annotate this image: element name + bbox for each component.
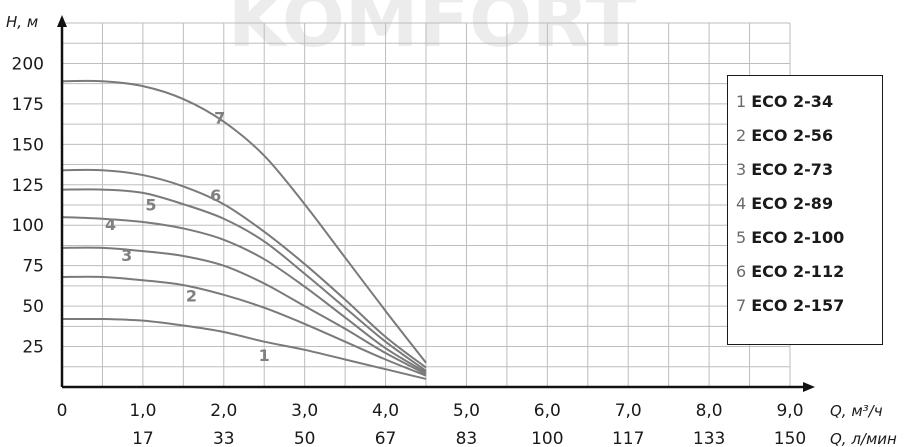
curve-5 bbox=[61, 188, 427, 372]
y-axis-arrow bbox=[57, 15, 67, 27]
x-tick-label: 9,0 bbox=[776, 401, 803, 421]
x-tick-label-secondary: 67 bbox=[375, 429, 397, 447]
curve-label-1: 1 bbox=[259, 346, 270, 365]
watermark: KOMFORT bbox=[228, 0, 637, 64]
x-tick-label: 3,0 bbox=[291, 401, 318, 421]
curve-label-5: 5 bbox=[145, 196, 156, 215]
x-tick-label: 2,0 bbox=[210, 401, 237, 421]
legend-item: 7 ECO 2-157 bbox=[736, 289, 882, 323]
curve-number-labels: 1 2 34 5 6 7 bbox=[105, 108, 270, 365]
x-tick-label: 0 bbox=[57, 401, 68, 421]
legend-number: 3 bbox=[736, 160, 747, 179]
x-tick-label-secondary: 33 bbox=[213, 429, 235, 447]
x-tick-label: 5,0 bbox=[453, 401, 480, 421]
y-tick-label: 75 bbox=[22, 257, 44, 277]
axes bbox=[57, 15, 815, 392]
legend-item: 6 ECO 2-112 bbox=[736, 255, 882, 289]
x-tick-label-secondary: 150 bbox=[774, 429, 806, 447]
legend-number: 7 bbox=[736, 296, 747, 315]
legend-series-name: ECO 2-89 bbox=[751, 194, 834, 213]
x-axis-title-primary: Q, м³/ч bbox=[830, 402, 883, 420]
y-tick-label: 100 bbox=[12, 216, 44, 236]
x-tick-label: 4,0 bbox=[372, 401, 399, 421]
x-tick-label-secondary: 117 bbox=[612, 429, 644, 447]
curve-7 bbox=[61, 79, 427, 364]
y-tick-label: 25 bbox=[22, 338, 44, 358]
legend: 1 ECO 2-34 2 ECO 2-56 3 ECO 2-73 4 ECO 2-89 5 ECO… bbox=[727, 75, 883, 345]
legend-series-name: ECO 2-112 bbox=[751, 262, 845, 281]
y-tick-label: 50 bbox=[22, 297, 44, 317]
y-tick-label: 150 bbox=[12, 135, 44, 155]
curve-label-6: 6 bbox=[210, 186, 221, 205]
curves bbox=[61, 79, 427, 380]
curve-6 bbox=[61, 168, 427, 369]
x-tick-label-secondary: 83 bbox=[456, 429, 478, 447]
y-axis-title: H, м bbox=[6, 13, 38, 31]
x-axis-arrow bbox=[803, 382, 815, 392]
x-tick-label-secondary: 50 bbox=[294, 429, 316, 447]
legend-series-name: ECO 2-157 bbox=[751, 296, 845, 315]
legend-number: 5 bbox=[736, 228, 747, 247]
curve-label-4: 4 bbox=[105, 215, 116, 234]
y-tick-label: 200 bbox=[12, 54, 44, 74]
x-axis-title-secondary: Q, л/мин bbox=[830, 430, 897, 447]
legend-number: 1 bbox=[736, 92, 747, 111]
x-tick-label: 6,0 bbox=[534, 401, 561, 421]
legend-number: 2 bbox=[736, 126, 747, 145]
legend-series-name: ECO 2-73 bbox=[751, 160, 834, 179]
x-tick-label: 7,0 bbox=[615, 401, 642, 421]
curve-label-2: 2 bbox=[186, 286, 197, 305]
legend-item: 5 ECO 2-100 bbox=[736, 221, 882, 255]
legend-item: 3 ECO 2-73 bbox=[736, 153, 882, 187]
curve-1 bbox=[61, 317, 427, 380]
x-tick-label: 1,0 bbox=[129, 401, 156, 421]
legend-number: 4 bbox=[736, 194, 747, 213]
legend-item: 1 ECO 2-34 bbox=[736, 85, 882, 119]
y-tick-label: 175 bbox=[12, 95, 44, 115]
curve-4 bbox=[61, 216, 427, 374]
curve-label-3: 3 bbox=[121, 246, 132, 265]
legend-number: 6 bbox=[736, 262, 747, 281]
y-tick-label: 125 bbox=[12, 176, 44, 196]
x-tick-label-secondary: 100 bbox=[531, 429, 563, 447]
x-tick-label-secondary: 133 bbox=[693, 429, 725, 447]
curve-3 bbox=[61, 246, 427, 375]
curve-2 bbox=[61, 275, 427, 377]
x-tick-label-secondary: 17 bbox=[132, 429, 154, 447]
legend-series-name: ECO 2-34 bbox=[751, 92, 834, 111]
x-tick-label: 8,0 bbox=[696, 401, 723, 421]
curve-label-7: 7 bbox=[214, 108, 225, 127]
legend-series-name: ECO 2-56 bbox=[751, 126, 834, 145]
legend-item: 4 ECO 2-89 bbox=[736, 187, 882, 221]
legend-item: 2 ECO 2-56 bbox=[736, 119, 882, 153]
legend-series-name: ECO 2-100 bbox=[751, 228, 845, 247]
grid bbox=[62, 22, 791, 387]
